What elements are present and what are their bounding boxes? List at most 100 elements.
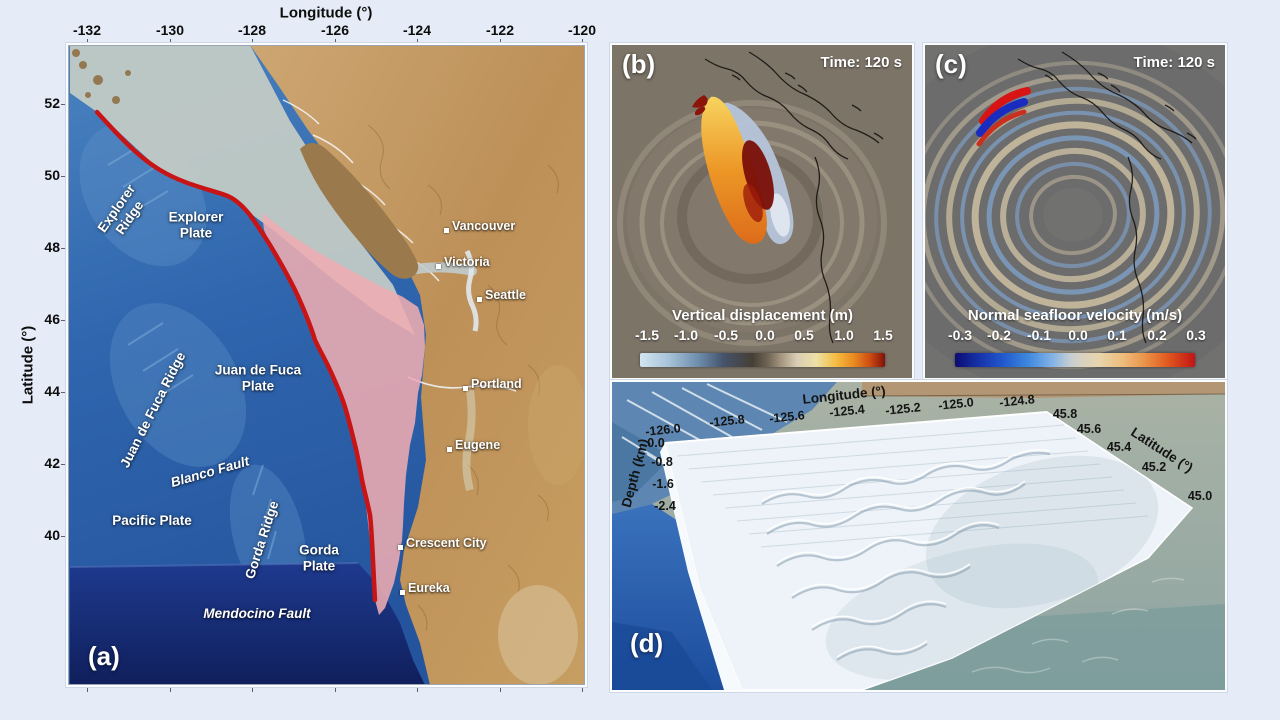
city-label: Portland — [471, 377, 522, 391]
city-label: Crescent City — [406, 536, 487, 550]
time-badge: Time: 120 s — [1133, 54, 1215, 71]
tick-mark — [252, 39, 253, 45]
colorbar-tick: -0.1 — [1026, 327, 1052, 343]
city-marker-eureka — [400, 590, 405, 595]
city-label: Eureka — [408, 581, 450, 595]
tick-mark — [87, 686, 88, 692]
y-tick-label: 52 — [44, 95, 60, 111]
x-tick-label: -132 — [72, 22, 102, 38]
tick-mark — [87, 39, 88, 45]
tick-mark — [61, 176, 67, 177]
rupture-wavefront-art — [976, 87, 1031, 147]
coastline-art — [1017, 51, 1197, 344]
y-tick-label: 45.8 — [1052, 407, 1078, 421]
panel-b-letter: (b) — [622, 49, 656, 79]
colorbar-gradient — [955, 353, 1195, 367]
z-tick-label: -1.6 — [652, 477, 674, 491]
label-gorda-plate: Gorda Plate — [299, 542, 339, 573]
x-tick-label: -126 — [320, 22, 350, 38]
tick-mark — [170, 39, 171, 45]
tick-mark — [61, 320, 67, 321]
x-tick-label: -122 — [485, 22, 515, 38]
colorbar-gradient — [640, 353, 885, 367]
y-tick-label: 46 — [44, 311, 60, 327]
panel-c-letter: (c) — [935, 49, 967, 79]
bathymetry-3d-art — [612, 382, 1225, 690]
z-tick-label: 0.0 — [647, 436, 665, 450]
city-label: Eugene — [455, 438, 501, 452]
tick-mark — [500, 39, 501, 45]
city-label: Victoria — [444, 255, 490, 269]
colorbar-tick: -0.2 — [986, 327, 1012, 343]
city-label: Seattle — [485, 288, 526, 302]
tick-mark — [61, 104, 67, 105]
tick-mark — [61, 536, 67, 537]
y-tick-label: 48 — [44, 239, 60, 255]
y-tick-label: 44 — [44, 383, 60, 399]
colorbar-title: Normal seafloor velocity (m/s) — [967, 307, 1183, 324]
coastline-art — [704, 51, 884, 344]
colorbar-tick: 1.0 — [834, 327, 854, 343]
tick-mark — [582, 39, 583, 45]
z-tick-label: -2.4 — [654, 499, 676, 513]
label-mendocino-fault: Mendocino Fault — [203, 606, 311, 622]
label-explorer-plate: Explorer Plate — [168, 209, 224, 240]
colorbar-title: Vertical displacement (m) — [672, 307, 853, 324]
colorbar-tick: -0.3 — [947, 327, 973, 343]
colorbar-tick: -0.5 — [713, 327, 739, 343]
city-marker-victoria — [436, 264, 441, 269]
colorbar-tick: 0.0 — [755, 327, 775, 343]
y-tick-label: 45.2 — [1141, 460, 1167, 474]
y-tick-label: 45.0 — [1187, 489, 1213, 503]
tick-mark — [335, 39, 336, 45]
city-marker-crescent-city — [398, 545, 403, 550]
displacement-snapshot-art — [612, 45, 912, 378]
panel-d-letter: (d) — [630, 628, 664, 658]
tick-mark — [61, 464, 67, 465]
tick-mark — [582, 686, 583, 692]
y-tick-label: 40 — [44, 527, 60, 543]
x-tick-label: -124 — [402, 22, 432, 38]
tick-mark — [500, 686, 501, 692]
colorbar-tick: 0.3 — [1186, 327, 1206, 343]
y-tick-label: 50 — [44, 167, 60, 183]
y-tick-label: 45.6 — [1076, 422, 1102, 436]
bathymetry-map-art — [68, 45, 585, 685]
y-tick-label: 42 — [44, 455, 60, 471]
city-marker-eugene — [447, 447, 452, 452]
colorbar-tick: 0.2 — [1147, 327, 1167, 343]
panel-b-vertical-displacement: (b) Time: 120 s Vertical displacement (m… — [612, 45, 912, 378]
label-pacific-plate: Pacific Plate — [112, 513, 192, 529]
colorbar-tick: 0.1 — [1107, 327, 1127, 343]
panel-a-tectonic-map: Explorer Ridge Explorer Plate Juan de Fu… — [68, 45, 585, 685]
tick-mark — [335, 686, 336, 692]
colorbar-tick: -1.0 — [673, 327, 699, 343]
deformation-front-line — [94, 109, 378, 603]
colorbar-tick: 0.5 — [794, 327, 814, 343]
tick-mark — [61, 248, 67, 249]
velocity-snapshot-art — [925, 45, 1225, 378]
label-juan-de-fuca-plate: Juan de Fuca Plate — [214, 362, 302, 393]
panel-a-x-axis-title: Longitude (°) — [279, 4, 373, 22]
city-marker-portland — [463, 386, 468, 391]
velocity-colorbar: Normal seafloor velocity (m/s) -0.3 -0.2… — [948, 307, 1206, 369]
z-tick-label: -0.8 — [651, 455, 673, 469]
tick-mark — [417, 686, 418, 692]
colorbar-tick: 1.5 — [873, 327, 893, 343]
city-marker-seattle — [477, 297, 482, 302]
tick-mark — [252, 686, 253, 692]
tick-mark — [61, 392, 67, 393]
city-marker-vancouver — [444, 228, 449, 233]
x-tick-label: -120 — [567, 22, 597, 38]
colorbar-tick: 0.0 — [1068, 327, 1088, 343]
time-badge: Time: 120 s — [820, 54, 902, 71]
city-label: Vancouver — [452, 219, 516, 233]
tick-mark — [170, 686, 171, 692]
x-tick-label: -130 — [155, 22, 185, 38]
colorbar-tick: -1.5 — [634, 327, 660, 343]
panel-c-seafloor-velocity: (c) Time: 120 s Normal seafloor velocity… — [925, 45, 1225, 378]
panel-a-letter: (a) — [88, 641, 120, 671]
y-tick-label: 45.4 — [1106, 440, 1132, 454]
tick-mark — [417, 39, 418, 45]
